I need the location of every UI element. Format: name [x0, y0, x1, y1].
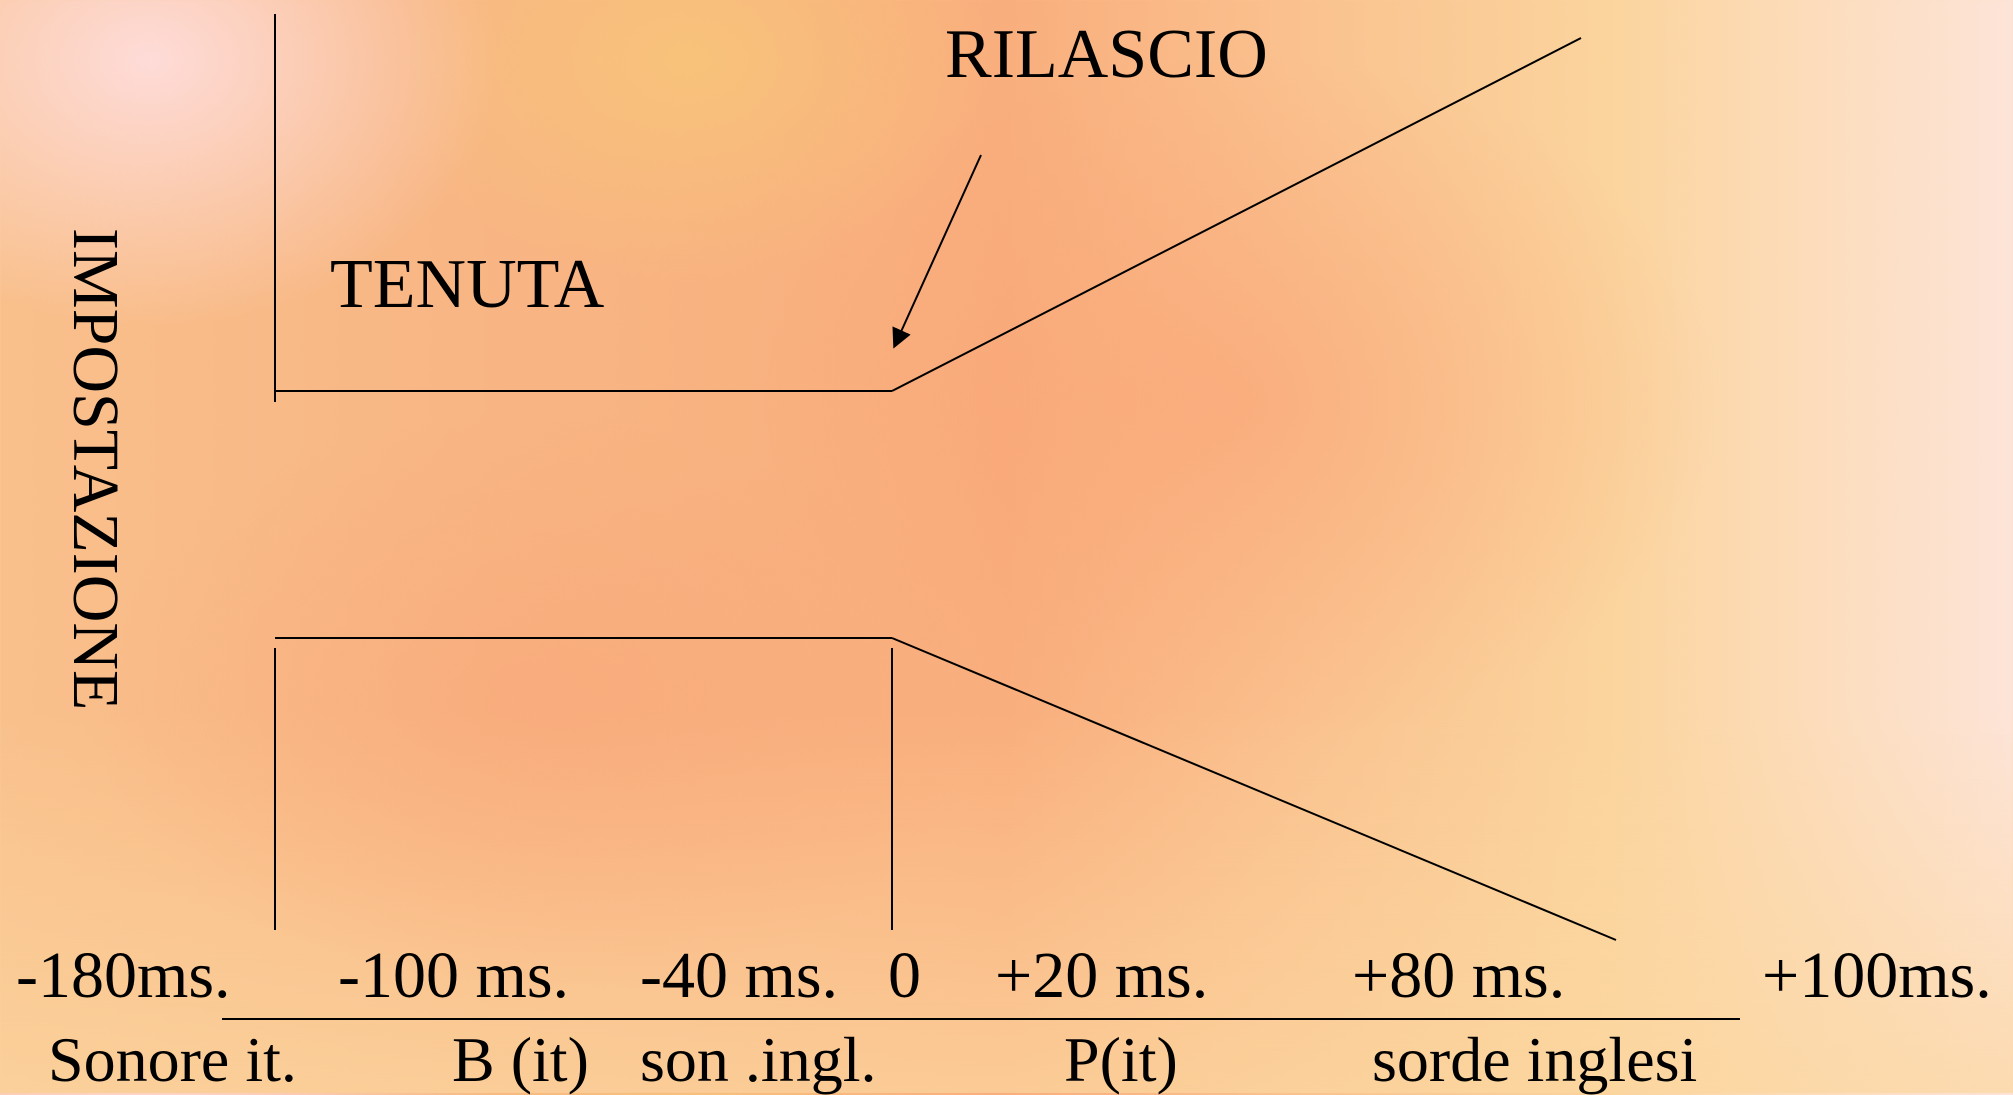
- category-label: Sonore it.: [48, 1024, 297, 1095]
- category-label: son .ingl.: [640, 1024, 877, 1095]
- tick-label: 0: [888, 939, 921, 1012]
- rilascio-label: RILASCIO: [945, 16, 1268, 93]
- tick-label: +20 ms.: [995, 939, 1209, 1012]
- tick-label: -100 ms.: [338, 939, 569, 1012]
- tick-label: +100ms.: [1762, 939, 1992, 1012]
- rilascio-arrow: [892, 154, 982, 349]
- tenuta-label: TENUTA: [330, 246, 605, 323]
- tick-label: -180ms.: [16, 939, 231, 1012]
- category-label: P(it): [1064, 1024, 1178, 1095]
- category-label: B (it): [452, 1024, 589, 1095]
- lower-diverging-line: [891, 637, 1617, 941]
- tick-label: -40 ms.: [640, 939, 838, 1012]
- upper-diverging-line: [891, 37, 1582, 392]
- category-label: sorde inglesi: [1372, 1024, 1698, 1095]
- impostazione-label: IMPOSTAZIONE: [59, 228, 132, 711]
- tick-label: +80 ms.: [1352, 939, 1566, 1012]
